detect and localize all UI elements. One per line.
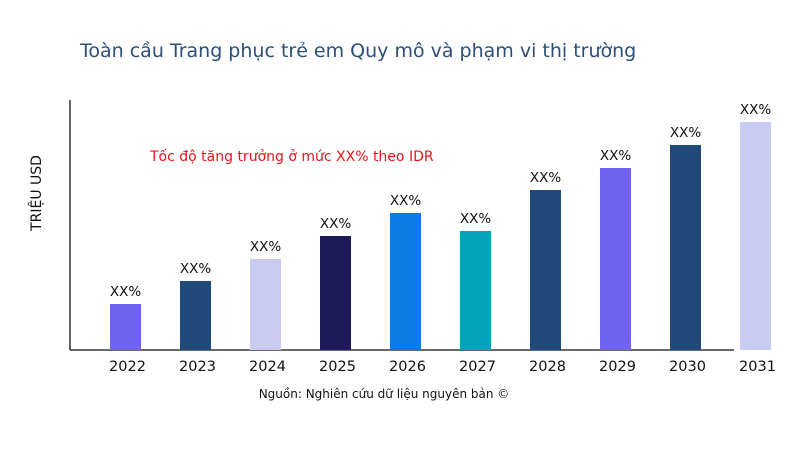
x-tick-label-2022: 2022 (109, 359, 146, 375)
data-label-2031: XX% (740, 102, 771, 118)
data-label-2022: XX% (110, 284, 141, 300)
x-tick-label-2026: 2026 (389, 359, 426, 375)
data-label-2024: XX% (250, 239, 281, 255)
data-label-2030: XX% (670, 125, 701, 141)
data-label-2029: XX% (600, 148, 631, 164)
bar-2026 (390, 213, 421, 350)
bar-2028 (530, 190, 561, 350)
data-label-2026: XX% (390, 193, 421, 209)
source-note: Nguồn: Nghiên cứu dữ liệu nguyên bản © (258, 387, 510, 401)
x-tick-label-2031: 2031 (739, 359, 776, 375)
bar-2023 (180, 281, 211, 350)
bar-2024 (250, 259, 281, 350)
data-label-2023: XX% (180, 261, 211, 277)
bar-2022 (110, 304, 141, 350)
x-tick-label-2023: 2023 (179, 359, 216, 375)
x-tick-label-2025: 2025 (319, 359, 356, 375)
x-tick-label-2030: 2030 (669, 359, 706, 375)
x-tick-label-2024: 2024 (249, 359, 286, 375)
growth-annotation: Tốc độ tăng trưởng ở mức XX% theo IDR (149, 148, 434, 165)
bar-2025 (320, 236, 351, 350)
x-tick-label-2029: 2029 (599, 359, 636, 375)
data-label-2025: XX% (320, 216, 351, 232)
chart-title: Toàn cầu Trang phục trẻ em Quy mô và phạ… (80, 40, 637, 62)
bar-2030 (670, 145, 701, 350)
data-label-2027: XX% (460, 211, 491, 227)
bar-2027 (460, 231, 491, 350)
data-label-2028: XX% (530, 170, 561, 186)
bar-2029 (600, 168, 631, 350)
bar-2031 (740, 122, 771, 350)
x-tick-label-2027: 2027 (459, 359, 496, 375)
x-tick-label-2028: 2028 (529, 359, 566, 375)
